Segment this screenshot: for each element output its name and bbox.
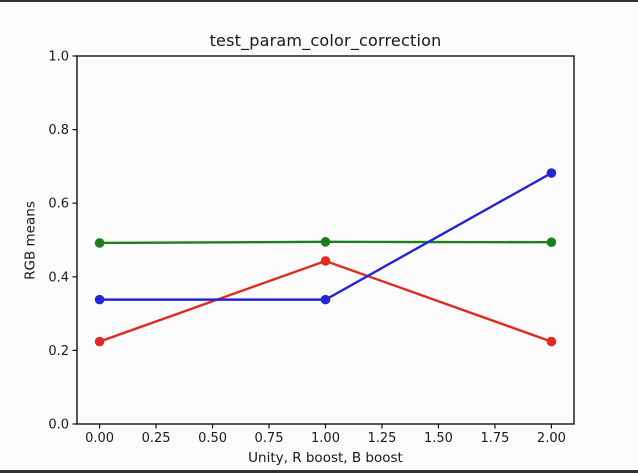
y-tick-label: 0.0 xyxy=(48,418,69,433)
x-tick-label: 1.75 xyxy=(480,431,509,446)
y-tick-label: 0.6 xyxy=(48,197,69,212)
x-axis-label: Unity, R boost, B boost xyxy=(248,450,403,466)
x-tick-label: 1.25 xyxy=(368,431,397,446)
green-series-point xyxy=(320,237,331,247)
y-tick-label: 0.4 xyxy=(48,270,69,285)
red-series-point xyxy=(94,336,105,347)
blue-series-point xyxy=(320,294,331,305)
bottom-edge-artifact-bar xyxy=(0,470,638,473)
red-series-point xyxy=(546,336,557,347)
blue-series-point xyxy=(546,168,557,178)
x-tick-label: 1.00 xyxy=(311,431,340,446)
blue-series-line xyxy=(98,171,553,301)
x-tick-label: 0.75 xyxy=(255,431,284,446)
x-tick-label: 0.25 xyxy=(142,431,171,446)
x-tick-label: 1.50 xyxy=(424,431,453,446)
green-series-point xyxy=(94,238,105,248)
top-edge-artifact-bar xyxy=(0,0,638,2)
x-tick-label: 0.50 xyxy=(198,431,227,446)
y-tick-label: 0.2 xyxy=(48,344,69,359)
y-tick-label: 1.0 xyxy=(48,50,69,65)
blue-series-point xyxy=(94,294,105,305)
y-tick-label: 0.8 xyxy=(48,123,69,138)
red-series-point xyxy=(320,256,331,266)
green-series-point xyxy=(546,237,557,248)
x-tick-label: 0.00 xyxy=(85,431,114,446)
x-tick-label: 2.00 xyxy=(537,431,566,446)
chart-title: test_param_color_correction xyxy=(209,31,442,50)
y-axis-label: RGB means xyxy=(22,201,39,280)
